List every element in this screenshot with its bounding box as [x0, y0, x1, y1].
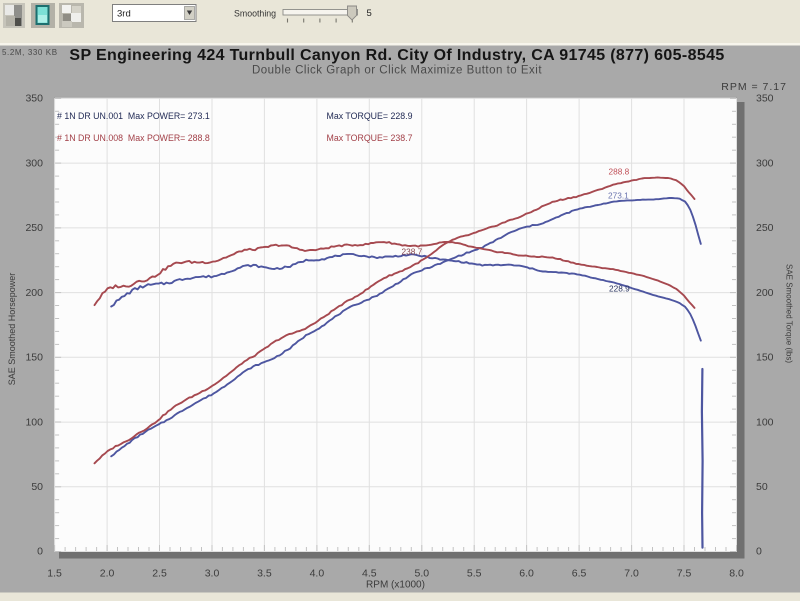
- svg-text:250: 250: [25, 222, 43, 234]
- svg-text:2.0: 2.0: [100, 568, 115, 580]
- svg-text:200: 200: [756, 287, 774, 299]
- svg-text:Max TORQUE= 238.7: Max TORQUE= 238.7: [327, 133, 413, 143]
- svg-text:238.7: 238.7: [402, 247, 423, 257]
- svg-text:SAE Smoothed Torque (lbs): SAE Smoothed Torque (lbs): [785, 264, 794, 363]
- svg-text:7.5: 7.5: [677, 568, 692, 580]
- svg-text:Max TORQUE= 228.9: Max TORQUE= 228.9: [327, 111, 413, 121]
- svg-text:50: 50: [756, 481, 768, 493]
- svg-text:200: 200: [25, 287, 43, 299]
- svg-text:3.5: 3.5: [257, 568, 272, 580]
- svg-text:250: 250: [756, 222, 774, 234]
- svg-text:6.5: 6.5: [572, 568, 587, 580]
- svg-text:300: 300: [25, 157, 43, 169]
- svg-text:5.2M, 330 KB: 5.2M, 330 KB: [2, 48, 58, 57]
- svg-text:6.0: 6.0: [519, 568, 534, 580]
- svg-text:5.0: 5.0: [414, 568, 429, 580]
- svg-text:288.8: 288.8: [609, 167, 630, 177]
- svg-text:8.0: 8.0: [729, 568, 744, 580]
- svg-text:2.5: 2.5: [152, 568, 167, 580]
- svg-text:SP Engineering 424 Turnbull Ca: SP Engineering 424 Turnbull Canyon Rd. C…: [69, 47, 724, 64]
- svg-text:# 1N DR UN.008 Max POWER= 288: # 1N DR UN.008 Max POWER= 288.8: [57, 133, 210, 143]
- svg-text:273.1: 273.1: [608, 191, 629, 201]
- svg-text:3.0: 3.0: [205, 568, 220, 580]
- svg-text:100: 100: [25, 416, 43, 428]
- svg-text:SAE Smoothed Horsepower: SAE Smoothed Horsepower: [7, 273, 17, 386]
- svg-text:50: 50: [31, 481, 43, 493]
- svg-text:350: 350: [25, 93, 43, 105]
- svg-text:RPM (x1000): RPM (x1000): [366, 580, 425, 591]
- svg-text:Smoothing: Smoothing: [234, 9, 276, 19]
- svg-text:150: 150: [756, 352, 774, 364]
- svg-text:150: 150: [25, 352, 43, 364]
- svg-text:Double Click Graph or Click Ma: Double Click Graph or Click Maximize But…: [252, 65, 542, 77]
- svg-text:350: 350: [756, 93, 774, 105]
- svg-text:1.5: 1.5: [47, 568, 62, 580]
- svg-text:3rd: 3rd: [117, 9, 131, 20]
- svg-text:228.9: 228.9: [609, 284, 630, 294]
- svg-text:RPM = 7.17: RPM = 7.17: [721, 81, 787, 93]
- svg-text:0: 0: [756, 546, 762, 558]
- svg-text:0: 0: [37, 546, 43, 558]
- svg-text:7.0: 7.0: [624, 568, 639, 580]
- svg-text:5: 5: [367, 8, 372, 19]
- svg-text:300: 300: [756, 157, 774, 169]
- svg-text:# 1N DR UN.001 Max POWER= 273: # 1N DR UN.001 Max POWER= 273.1: [57, 111, 210, 121]
- svg-text:5.5: 5.5: [467, 568, 482, 580]
- svg-text:100: 100: [756, 416, 774, 428]
- svg-text:4.0: 4.0: [310, 568, 325, 580]
- svg-text:4.5: 4.5: [362, 568, 377, 580]
